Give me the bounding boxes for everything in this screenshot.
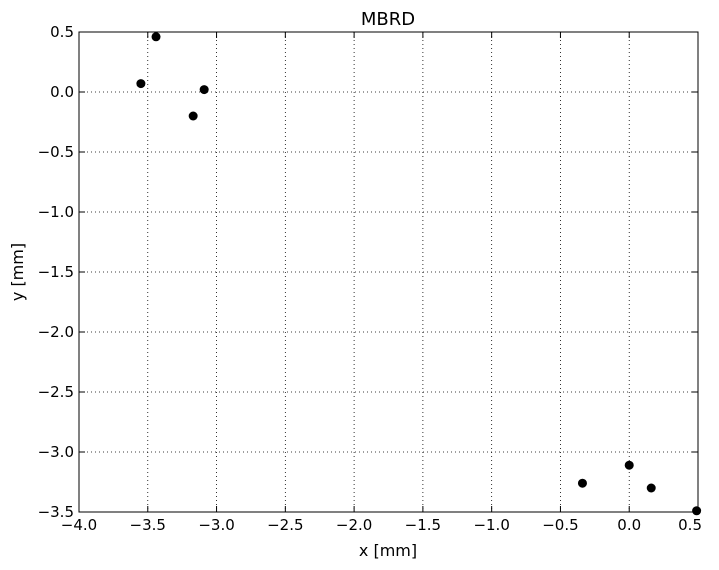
x-axis-label: x [mm] [359, 541, 417, 560]
y-tick-label: −0.5 [38, 143, 74, 161]
data-point [136, 79, 146, 89]
data-point [188, 111, 198, 121]
y-tick-label: 0.0 [50, 83, 74, 101]
x-tick-label: −3.0 [198, 516, 234, 534]
y-tick-label: −2.5 [38, 383, 74, 401]
y-tick-label: −3.5 [38, 503, 74, 521]
grid-lines [78, 31, 699, 513]
x-tick-label: −1.5 [405, 516, 441, 534]
x-tick-label: 0.5 [678, 516, 702, 534]
y-axis-ticks: 0.5 0.0 −0.5 −1.0 −1.5 −2.0 −2.5 −3.0 −3.5 [38, 23, 698, 521]
y-tick-label: 0.5 [50, 23, 74, 41]
data-point [199, 85, 209, 95]
x-tick-label: −1.0 [473, 516, 509, 534]
chart-title: MBRD [361, 9, 415, 30]
y-tick-label: −1.5 [38, 263, 74, 281]
data-point [624, 460, 634, 470]
y-tick-label: −3.0 [38, 443, 74, 461]
x-tick-label: −2.0 [336, 516, 372, 534]
data-point [646, 483, 656, 493]
data-point [151, 32, 161, 42]
x-axis-ticks: −4.0 −3.5 −3.0 −2.5 −2.0 −1.5 −1.0 −0.5 0.0 0.5 [61, 32, 702, 534]
y-tick-label: −2.0 [38, 323, 74, 341]
data-points [136, 32, 702, 516]
y-axis-label: y [mm] [8, 243, 27, 301]
x-tick-label: 0.0 [617, 516, 641, 534]
x-tick-label: −4.0 [61, 516, 97, 534]
data-point [577, 478, 587, 488]
x-tick-label: −3.5 [130, 516, 166, 534]
y-tick-label: −1.0 [38, 203, 74, 221]
data-point [692, 506, 702, 516]
x-tick-label: −2.5 [267, 516, 303, 534]
x-tick-label: −0.5 [542, 516, 578, 534]
